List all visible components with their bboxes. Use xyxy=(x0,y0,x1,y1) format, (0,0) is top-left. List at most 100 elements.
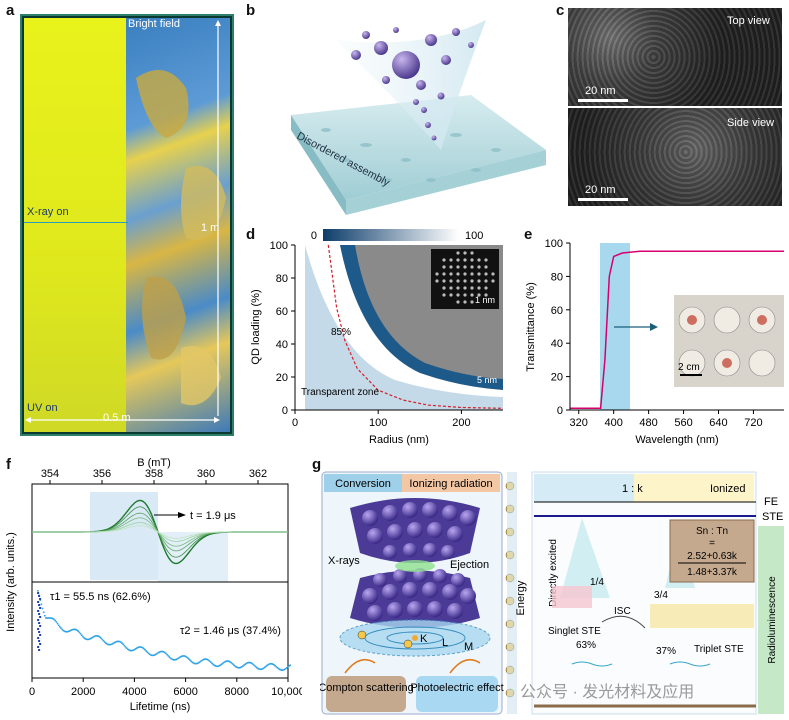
panel-label-g: g xyxy=(312,456,322,473)
shell-m: M xyxy=(464,641,473,653)
decay-point xyxy=(249,661,251,664)
early-decay-point xyxy=(37,619,40,621)
directly-excited-label: Directly excited xyxy=(548,539,559,607)
x-tick-label: 400 xyxy=(604,417,622,429)
epr-spectrum-line xyxy=(32,525,288,539)
decay-point xyxy=(212,663,214,666)
decay-point xyxy=(265,665,267,668)
ratio-box-eq: = xyxy=(709,538,715,549)
decay-point xyxy=(227,660,229,662)
watermark: 公众号 · 发光材料及应用 xyxy=(520,684,695,701)
decay-point xyxy=(160,650,162,653)
decay-point xyxy=(67,630,69,633)
decay-point xyxy=(95,635,98,637)
atom-dot xyxy=(456,279,460,283)
decay-point xyxy=(106,643,108,645)
x-tick-label: 560 xyxy=(674,417,692,429)
decay-point xyxy=(231,663,234,665)
decay-point xyxy=(100,637,103,640)
panel-label-e: e xyxy=(524,226,533,243)
decay-point xyxy=(103,641,106,643)
atom-dot xyxy=(477,258,481,262)
decay-point xyxy=(55,621,58,623)
mechanism-diagram: Conversion Ionizing radiation X-rays Eje… xyxy=(320,471,784,715)
decay-point xyxy=(121,642,123,644)
decay-point xyxy=(86,638,89,641)
decay-point xyxy=(213,664,215,667)
decay-point xyxy=(209,661,212,663)
y-axis-label: Transmittance (%) xyxy=(525,282,537,371)
decay-point xyxy=(70,629,73,631)
decay-point xyxy=(144,648,146,651)
decay-point xyxy=(219,664,221,667)
decay-point xyxy=(108,643,111,646)
decay-point xyxy=(267,663,270,666)
decay-point xyxy=(37,590,39,592)
shell-l: L xyxy=(442,637,448,649)
decay-point xyxy=(174,659,176,661)
decay-point xyxy=(237,666,240,669)
atom-dot xyxy=(456,258,460,262)
ionized-label: Ionized xyxy=(710,483,745,495)
atom-dot xyxy=(463,251,467,255)
top-x-tick-label: 358 xyxy=(145,468,163,480)
decay-point xyxy=(198,661,200,664)
top-x-tick-label: 354 xyxy=(41,468,59,480)
tau1-label: τ1 = 55.5 ns (62.6%) xyxy=(50,591,151,603)
decay-point xyxy=(114,641,116,644)
atom-dot xyxy=(477,279,481,283)
decay-point xyxy=(65,630,68,633)
y-axis-label: QD loading (%) xyxy=(250,289,262,364)
decay-point xyxy=(46,617,48,619)
decay-point xyxy=(128,649,130,651)
decay-point xyxy=(239,666,242,669)
decay-point xyxy=(185,656,188,658)
decay-point xyxy=(166,653,168,656)
decay-point xyxy=(262,667,265,669)
decay-point xyxy=(113,642,115,644)
decay-point xyxy=(208,660,211,662)
y-tick-label: 100 xyxy=(270,240,288,252)
decay-point xyxy=(143,647,145,650)
decay-point xyxy=(189,659,191,661)
atom-dot xyxy=(477,286,481,290)
x-tick-label: 8000 xyxy=(225,686,249,698)
decay-point xyxy=(275,665,278,668)
ionizing-radiation-label: Ionizing radiation xyxy=(409,478,492,490)
decay-point xyxy=(49,617,52,619)
decay-point xyxy=(151,654,153,657)
contour-85 xyxy=(327,244,504,409)
shell-k: K xyxy=(420,633,428,645)
decay-point xyxy=(44,614,46,617)
decay-point xyxy=(42,611,45,614)
singlet-percent: 63% xyxy=(576,640,596,651)
decay-point xyxy=(156,652,159,654)
decay-point xyxy=(141,647,144,649)
y-tick-label: 100 xyxy=(545,238,563,250)
decay-point xyxy=(71,628,74,631)
early-decay-point xyxy=(37,637,40,639)
early-decay-point xyxy=(39,625,42,627)
colorbar-min: 0 xyxy=(311,230,317,242)
quarter-label: 1/4 xyxy=(590,577,604,588)
atom-dot xyxy=(470,265,474,269)
decay-point xyxy=(169,657,172,659)
decay-point xyxy=(97,635,99,637)
decay-point xyxy=(288,665,290,667)
atom-dot xyxy=(442,279,446,283)
early-decay-point xyxy=(38,649,41,651)
top-x-tick-label: 360 xyxy=(197,468,215,480)
decay-point xyxy=(193,662,196,665)
decay-point xyxy=(153,654,156,656)
decay-point xyxy=(85,638,88,641)
decay-point xyxy=(79,632,82,635)
atom-dot xyxy=(477,265,481,269)
colorbar-max: 100 xyxy=(465,230,483,242)
decay-point xyxy=(102,640,105,642)
atom-dot xyxy=(442,258,446,262)
decay-point xyxy=(62,629,65,632)
decay-point xyxy=(281,669,283,671)
atom-dot xyxy=(435,279,439,283)
atom-dot xyxy=(449,286,453,290)
decay-point xyxy=(150,654,152,656)
